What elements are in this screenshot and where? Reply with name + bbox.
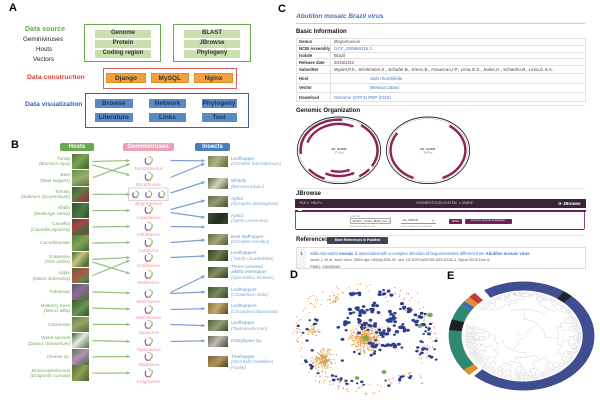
svg-text:2731 bp: 2731 bp bbox=[335, 151, 344, 154]
svg-text:NC_014781: NC_014781 bbox=[421, 147, 436, 151]
svg-text:2647 bp: 2647 bp bbox=[424, 151, 433, 154]
svg-text:NC_014780: NC_014780 bbox=[332, 147, 347, 151]
